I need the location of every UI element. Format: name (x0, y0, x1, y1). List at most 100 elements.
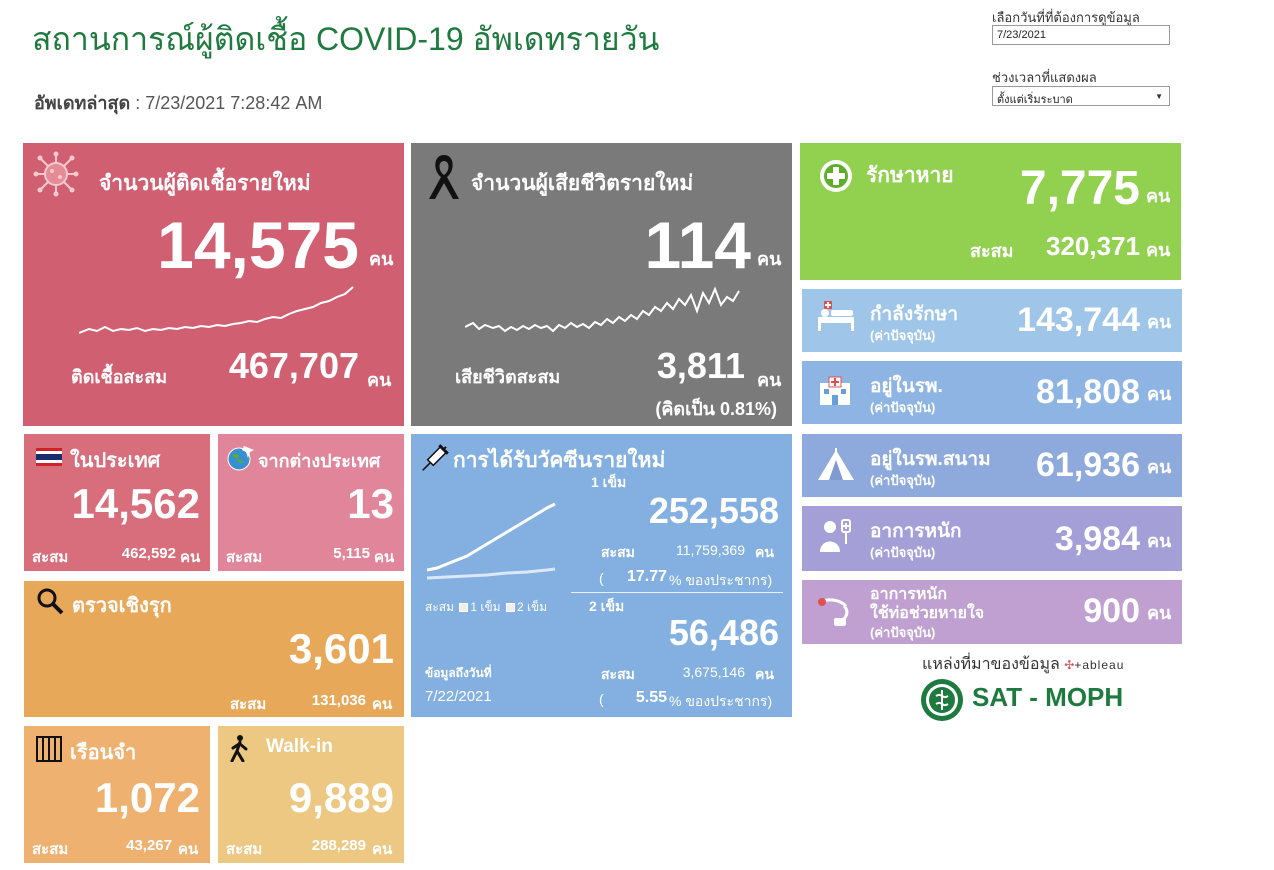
dose2-value: 56,486 (668, 612, 779, 653)
dose1-label: 1 เข็ม (591, 474, 627, 490)
ventilator-current-label: (ค่าปัจจุบัน) (870, 625, 936, 640)
last-updated-label: อัพเดทล่าสุด (34, 93, 131, 113)
hospital-icon (818, 375, 852, 407)
domestic-label: ในประเทศ (70, 450, 161, 472)
walkin-cum-unit: คน (372, 841, 393, 858)
treating-value: 143,744 (1017, 301, 1140, 339)
bed-icon (816, 301, 856, 333)
range-select-value: ตั้งแต่เริ่มระบาด (997, 94, 1073, 106)
dose2-pct-suffix: % ของประชากร) (669, 693, 773, 709)
field-hospital-current-label: (ค่าปัจจุบัน) (870, 473, 936, 488)
syringe-icon (417, 442, 451, 476)
vaccine-chart (427, 498, 561, 584)
treating-tile: กำลังรักษา (ค่าปัจจุบัน) 143,744 คน (802, 289, 1182, 352)
ribbon-icon (425, 151, 463, 201)
data-as-of-date: 7/22/2021 (425, 688, 492, 705)
ventilator-unit: คน (1147, 603, 1172, 623)
new-cases-tile: จำนวนผู้ติดเชื้อรายใหม่ 14,575 คน ติดเชื… (23, 143, 404, 426)
prison-tile: เรือนจำ 1,072 สะสม 43,267 คน (24, 726, 210, 863)
treating-label: กำลังรักษา (870, 304, 958, 325)
jail-bars-icon (36, 736, 62, 762)
prison-value: 1,072 (94, 774, 200, 821)
recovered-unit: คน (1146, 186, 1171, 206)
recovered-tile: รักษาหาย 7,775 คน สะสม 320,371 คน (800, 143, 1181, 280)
treating-unit: คน (1147, 312, 1172, 332)
severe-value: 3,984 (1054, 520, 1140, 558)
dose1-cum-unit: คน (755, 544, 774, 560)
severe-current-label: (ค่าปัจจุบัน) (870, 545, 936, 560)
recovered-cum-label: สะสม (970, 241, 1014, 261)
date-picker-input[interactable]: 7/23/2021 (992, 25, 1170, 45)
walkin-value: 9,889 (288, 774, 394, 821)
field-hospital-unit: คน (1147, 457, 1172, 477)
imported-value: 13 (347, 480, 394, 527)
imported-cum-label: สะสม (226, 549, 263, 566)
vaccine-legend: สะสม 1 เข็ม 2 เข็ม (425, 598, 547, 617)
range-select-label: ช่วงเวลาที่แสดงผล (992, 70, 1097, 85)
last-updated-value: : 7/23/2021 7:28:42 AM (130, 93, 323, 113)
walking-person-icon (228, 734, 250, 762)
dose-divider (571, 592, 783, 593)
vaccine-tile: การได้รับวัคซีนรายใหม่ สะสม 1 เข็ม 2 เข็… (411, 434, 792, 717)
tent-icon (816, 448, 856, 482)
thai-flag-icon (36, 448, 62, 466)
recovered-cum-unit: คน (1146, 240, 1171, 260)
imported-label: จากต่างประเทศ (258, 451, 381, 471)
recovered-value: 7,775 (1019, 162, 1140, 215)
cumulative-cases-unit: คน (367, 370, 392, 390)
imported-cum-unit: คน (374, 549, 395, 566)
domestic-tile: ในประเทศ 14,562 สะสม 462,592 คน (24, 434, 210, 571)
tableau-logo-text: +ableau (1074, 658, 1125, 672)
severe-unit: คน (1147, 531, 1172, 551)
ventilator-label-1: อาการหนัก (870, 586, 948, 603)
virus-icon (33, 151, 79, 197)
last-updated: อัพเดทล่าสุด : 7/23/2021 7:28:42 AM (34, 88, 322, 117)
prison-label: เรือนจำ (70, 742, 137, 764)
ventilator-label-2: ใช้ท่อช่วยหายใจ (870, 605, 985, 622)
domestic-cum-unit: คน (180, 549, 201, 566)
proactive-cum-value: 131,036 (311, 692, 366, 709)
domestic-cum-label: สะสม (32, 549, 69, 566)
cumulative-cases-label: ติดเชื้อสะสม (71, 367, 168, 387)
tableau-logo-icon: ✣ (1064, 658, 1075, 672)
legend-swatch-dose2 (505, 603, 515, 613)
walkin-label: Walk-in (266, 736, 333, 757)
hospital-label: อยู่ในรพ. (870, 376, 943, 397)
range-select[interactable]: ตั้งแต่เริ่มระบาด ▼ (992, 86, 1170, 106)
dose1-pct: 17.77 (626, 568, 667, 585)
hospital-unit: คน (1147, 384, 1172, 404)
globe-plane-icon (226, 444, 256, 472)
domestic-value: 14,562 (71, 480, 200, 527)
dose2-cum-unit: คน (755, 666, 774, 682)
dose1-pct-open: ( (599, 570, 604, 586)
dose2-pct: 5.55 (635, 689, 667, 706)
new-cases-value: 14,575 (157, 208, 359, 282)
dose2-cum-label: สะสม (601, 666, 635, 682)
dose1-cum-label: สะสม (601, 544, 635, 560)
cross-icon (819, 159, 853, 193)
domestic-cum-value: 462,592 (121, 545, 176, 562)
new-deaths-tile: จำนวนผู้เสียชีวิตรายใหม่ 114 คน เสียชีวิ… (411, 143, 792, 426)
ventilator-icon (816, 594, 856, 628)
chevron-down-icon[interactable]: ▼ (1155, 92, 1163, 101)
field-hospital-value: 61,936 (1036, 446, 1140, 484)
data-as-of-label: ข้อมูลถึงวันที่ (425, 666, 492, 680)
cases-sparkline (79, 281, 359, 341)
page-title: สถานการณ์ผู้ติดเชื้อ COVID-19 อัพเดทรายว… (32, 21, 660, 57)
proactive-label: ตรวจเชิงรุก (72, 595, 172, 617)
vaccine-legend-dose2: 2 เข็ม (516, 600, 548, 614)
prison-cum-unit: คน (178, 841, 199, 858)
new-cases-unit: คน (369, 249, 394, 269)
prison-cum-value: 43,267 (126, 837, 172, 854)
cumulative-deaths-value: 3,811 (656, 345, 745, 386)
new-deaths-value: 114 (644, 208, 751, 282)
treating-current-label: (ค่าปัจจุบัน) (870, 328, 936, 343)
proactive-cum-unit: คน (372, 696, 393, 713)
legend-swatch-dose1 (459, 603, 469, 613)
hospital-tile: อยู่ในรพ. (ค่าปัจจุบัน) 81,808 คน (802, 361, 1182, 424)
moph-seal-icon (920, 678, 964, 722)
vaccine-legend-label: สะสม (425, 600, 455, 614)
walkin-cum-label: สะสม (226, 841, 263, 858)
new-deaths-unit: คน (757, 249, 782, 269)
cumulative-deaths-label: เสียชีวิตสะสม (455, 367, 561, 387)
